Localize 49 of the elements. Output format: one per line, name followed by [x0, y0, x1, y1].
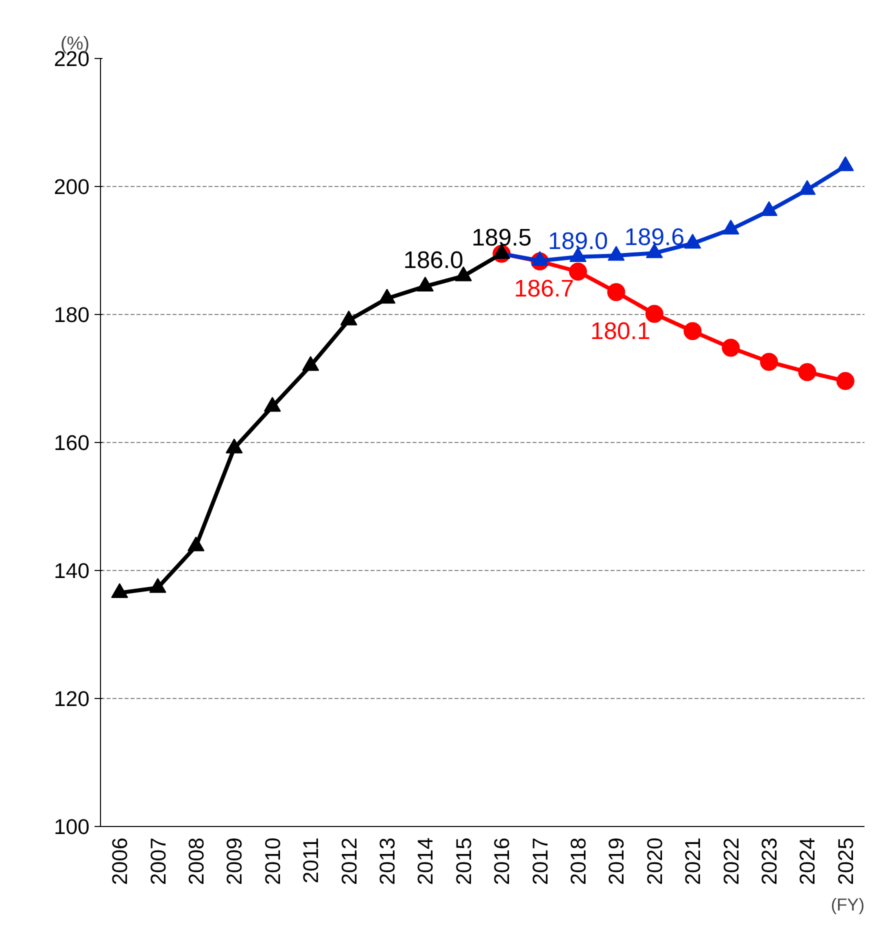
data-label: 189.5	[472, 224, 532, 252]
point	[264, 396, 281, 412]
x-tick-label: 2014	[414, 837, 438, 885]
x-tick-label: 2011	[299, 837, 324, 884]
x-axis-title: (FY)	[830, 894, 865, 914]
y-tick-label: 120	[54, 687, 90, 711]
x-tick-label: 2018	[566, 837, 590, 885]
x-tick-label: 2021	[681, 837, 706, 885]
x-tick-label: 2024	[796, 837, 820, 885]
y-tick-label: 200	[54, 175, 90, 199]
x-tick-label: 2022	[719, 837, 744, 885]
x-tick-label: 2008	[184, 837, 208, 885]
data-label: 189.6	[624, 224, 684, 252]
x-tick-label: 2023	[758, 837, 782, 885]
x-tick-label: 2017	[528, 837, 552, 885]
point	[722, 220, 740, 234]
point	[760, 201, 778, 216]
x-tick-label: 2009	[222, 837, 247, 885]
y-tick-label: 160	[54, 431, 90, 455]
x-tick-label: 2007	[146, 837, 170, 885]
y-tick-label: 140	[54, 559, 90, 583]
point	[416, 276, 434, 292]
x-tick-label: 2010	[260, 837, 285, 885]
point	[302, 356, 320, 371]
x-tick-label: 2016	[490, 837, 514, 885]
x-tick-label: 2015	[452, 837, 476, 885]
x-tick-label: 2006	[108, 837, 132, 885]
x-tick-label: 2012	[337, 837, 362, 885]
y-tick-label: 100	[54, 815, 90, 839]
data-label: 180.1	[590, 318, 650, 345]
point	[798, 180, 816, 195]
point	[608, 246, 625, 261]
x-tick-label: 2025	[834, 837, 858, 885]
data-label: 189.0	[548, 228, 608, 255]
point	[149, 578, 166, 593]
point	[378, 288, 396, 304]
point	[340, 310, 358, 326]
point	[188, 536, 204, 552]
x-tick-label: 2019	[604, 837, 629, 885]
point	[111, 583, 128, 598]
point	[226, 438, 243, 454]
data-label: 186.7	[514, 276, 574, 303]
point	[684, 234, 702, 249]
x-tick-label: 2013	[376, 837, 400, 885]
point	[836, 156, 854, 172]
point	[531, 251, 548, 266]
data-label: 186.0	[403, 247, 464, 274]
x-tick-label: 2020	[642, 837, 667, 885]
y-tick-label: 180	[54, 303, 90, 327]
